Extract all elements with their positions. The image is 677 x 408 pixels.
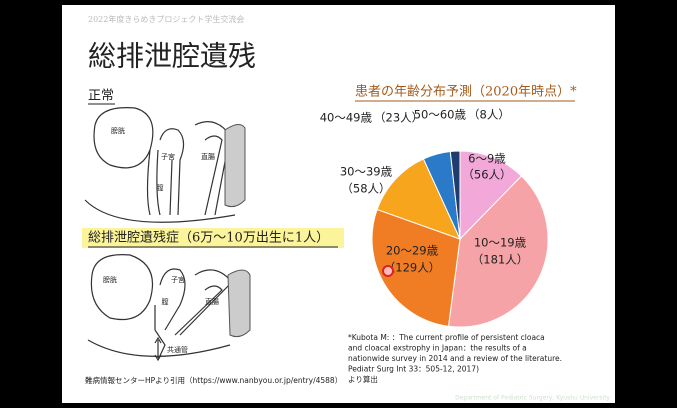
chart-title: 患者の年齢分布予測（2020年時点）* — [355, 85, 577, 100]
slice-category: 40～49歳 — [320, 111, 373, 125]
slice-category: 30～39歳 — [340, 165, 393, 179]
slice-category: 20～29歳 — [386, 244, 439, 258]
cursor — [383, 266, 393, 276]
slice-category: 50～60歳 — [414, 108, 467, 122]
slice-value: （58人） — [341, 182, 390, 196]
organ-label: 膣 — [162, 297, 169, 306]
slide-title: 総排泄腔遺残 — [88, 40, 256, 73]
screen: 2022年度きらめきプロジェクト学生交流会 総排泄腔遺残 正常 膀胱子宮直腸膣 … — [0, 0, 677, 408]
organ-label: 膀胱 — [111, 126, 125, 135]
reference-line: より算出 — [348, 374, 378, 384]
footer: Department of Pediatric Surgery, Kyushu … — [455, 395, 610, 402]
organ-label: 直腸 — [205, 297, 219, 306]
reference-line: Pediatr Surg Int 33：505-12, 2017) — [348, 365, 479, 374]
event-name: 2022年度きらめきプロジェクト学生交流会 — [88, 14, 244, 24]
organ-label: 共通管 — [167, 345, 188, 354]
source-note: 難病情報センターHPより引用（https://www.nanbyou.or.jp… — [85, 375, 342, 385]
organ-label: 直腸 — [201, 152, 215, 161]
reference-line: nationwide survey in 2014 and a review o… — [348, 354, 562, 363]
slice-value: （181人） — [472, 253, 528, 267]
reference-line: *Kubota M: ：The current profile of persi… — [348, 333, 545, 342]
slice-category: 10～19歳 — [474, 236, 527, 250]
reference-line: and cloacal exstrophy in Japan：the resul… — [348, 344, 527, 353]
normal-heading: 正常 — [88, 89, 114, 104]
slice-value: （8人） — [468, 108, 510, 122]
disease-heading: 総排泄腔遺残症（6万～10万出生に1人） — [88, 231, 329, 246]
organ-label: 子宮 — [171, 275, 185, 284]
slice-category: 6～9歳 — [468, 152, 506, 166]
organ-label: 膣 — [157, 183, 164, 192]
slice-value: （56人） — [462, 168, 511, 182]
organ-label: 子宮 — [161, 152, 175, 161]
organ-label: 膀胱 — [103, 275, 117, 284]
